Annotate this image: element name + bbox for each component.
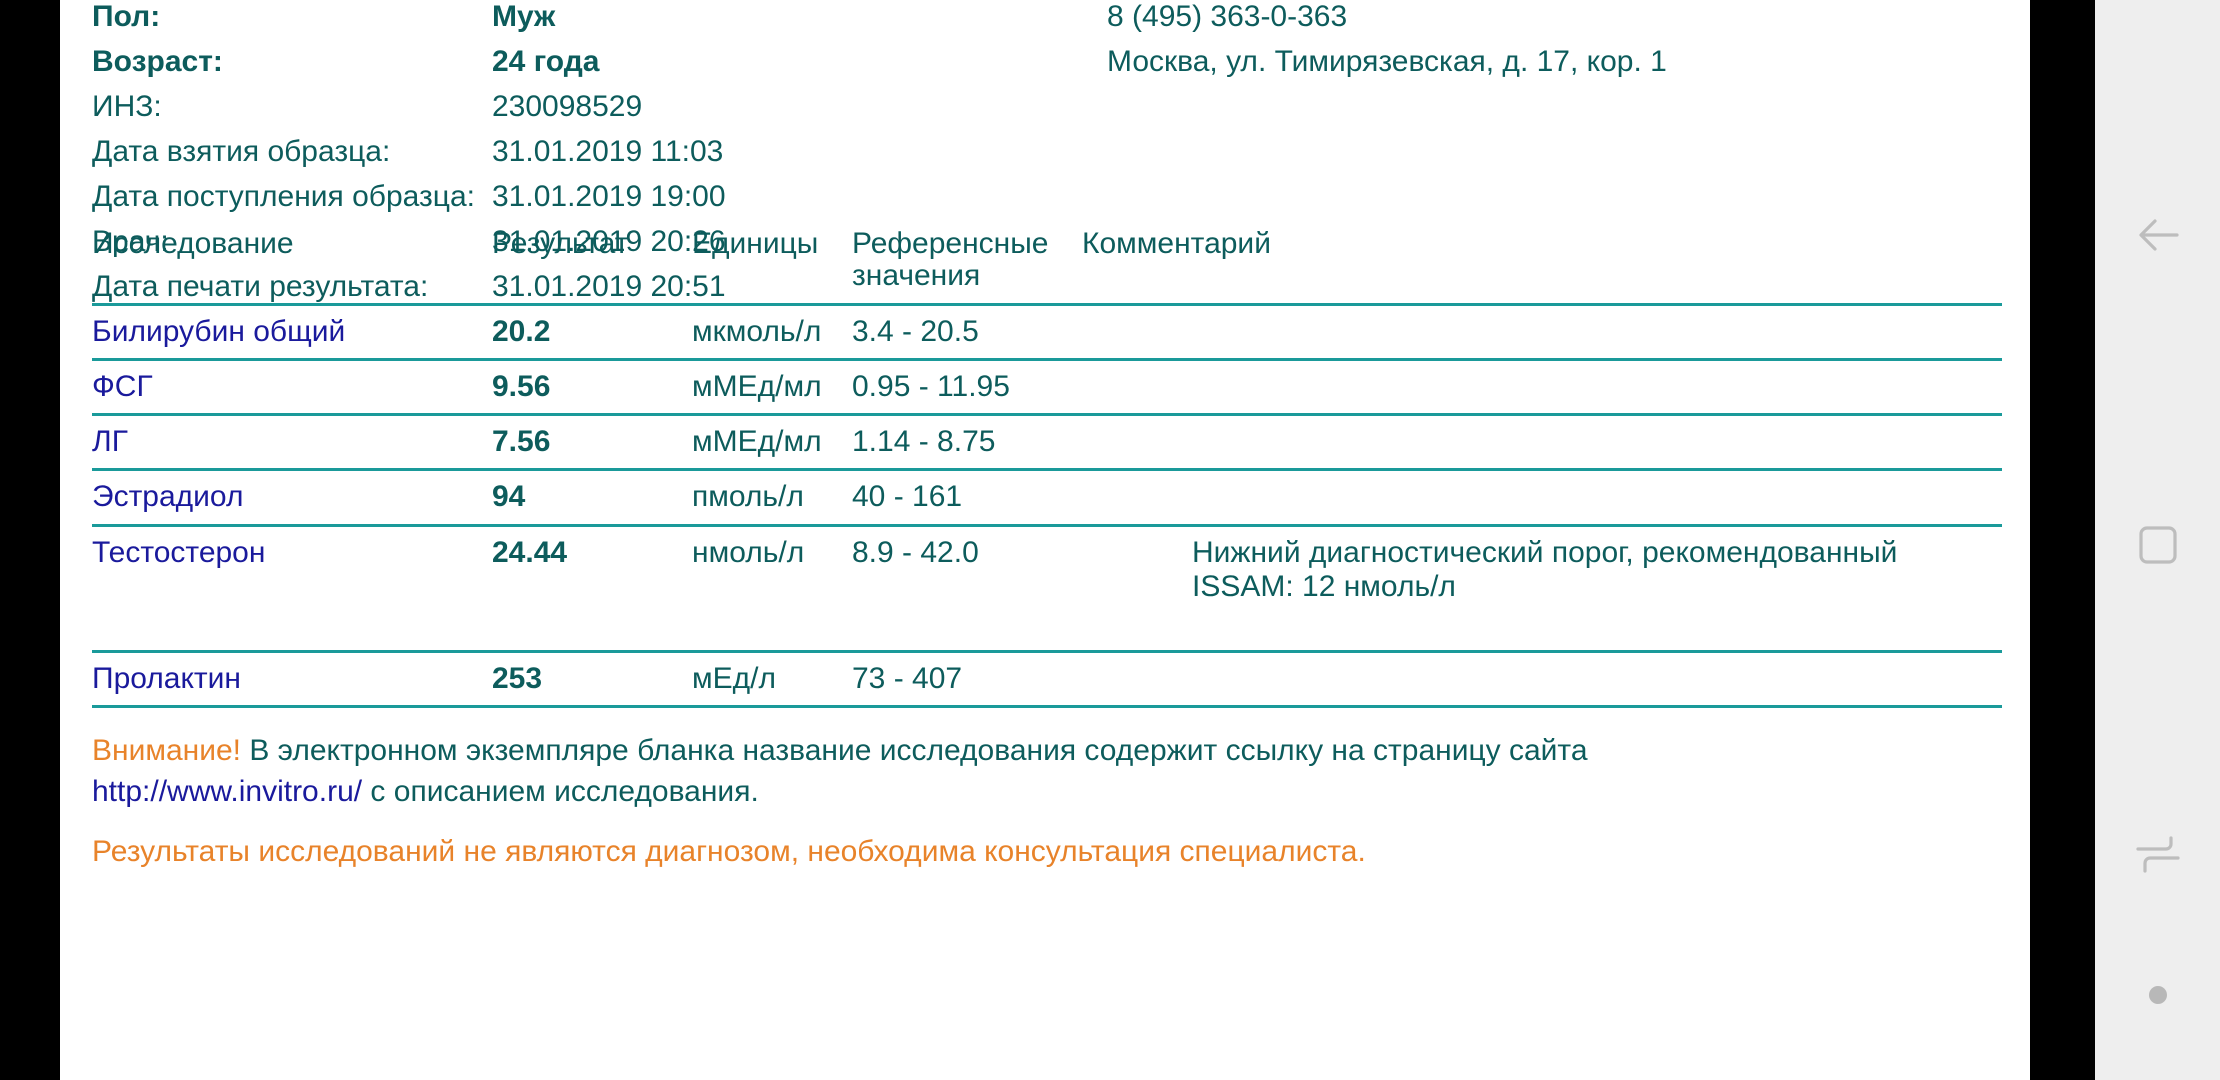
meta-row-inz: ИНЗ: 230098529 — [92, 90, 912, 135]
table-row: ФСГ 9.56 мМЕд/мл 0.95 - 11.95 — [92, 359, 2002, 417]
row-study-name[interactable]: Пролактин — [92, 651, 492, 709]
row-reference: 1.14 - 8.75 — [852, 414, 1082, 472]
row-reference: 40 - 161 — [852, 469, 1082, 527]
meta-row-print-date: Дата печати результата: 31.01.2019 20:51 — [92, 270, 912, 315]
indicator-dot-icon — [2148, 986, 2167, 1004]
meta-label-doctor: Врач: — [92, 225, 169, 258]
meta-row-age: Возраст: 24 года — [92, 45, 912, 90]
meta-row-sample-received: Дата поступления образца: 31.01.2019 19:… — [92, 180, 912, 225]
disclaimer-notice: Результаты исследований не являются диаг… — [92, 834, 1366, 868]
meta-value-inz: 230098529 — [492, 90, 643, 123]
row-units: нмоль/л — [692, 525, 852, 653]
row-result: 9.56 — [492, 359, 692, 417]
table-row: Пролактин 253 мЕд/л 73 - 407 — [92, 651, 2002, 709]
lab-contact-block: 8 (495) 363-0-363 Москва, ул. Тимирязевс… — [1107, 0, 1987, 90]
table-row: ЛГ 7.56 мМЕд/мл 1.14 - 8.75 — [92, 414, 2002, 472]
col-header-reference: Референсные значения — [852, 227, 1082, 306]
nav-home-button[interactable] — [2095, 500, 2220, 590]
meta-label-sex: Пол: — [92, 0, 161, 33]
contact-phone: 8 (495) 363-0-363 — [1107, 0, 1348, 33]
row-reference: 8.9 - 42.0 — [852, 525, 1082, 653]
meta-value-doctor: 31.01.2019 20:26 — [492, 225, 726, 258]
col-header-units: Единицы — [692, 227, 852, 306]
attention-label: Внимание! — [92, 734, 241, 768]
nav-recents-button[interactable] — [2095, 810, 2220, 900]
contact-address: Москва, ул. Тимирязевская, д. 17, кор. 1 — [1107, 45, 1667, 78]
right-letterbox-bar — [2030, 0, 2095, 1080]
row-comment — [1082, 359, 2002, 417]
meta-value-sample-taken: 31.01.2019 11:03 — [492, 135, 724, 168]
attention-text-part2: с описанием исследования. — [362, 775, 759, 809]
row-study-name[interactable]: ЛГ — [92, 414, 492, 472]
meta-row-sex: Пол: Муж — [92, 0, 912, 45]
meta-value-sample-received: 31.01.2019 19:00 — [492, 180, 726, 213]
meta-label-age: Возраст: — [92, 45, 223, 78]
meta-value-print-date: 31.01.2019 20:51 — [492, 270, 726, 303]
row-result: 7.56 — [492, 414, 692, 472]
row-comment — [1082, 304, 2002, 361]
meta-row-doctor: Врач: 31.01.2019 20:26 — [92, 225, 912, 270]
table-row: Эстрадиол 94 пмоль/л 40 - 161 — [92, 469, 2002, 527]
nav-back-button[interactable] — [2095, 190, 2220, 280]
meta-value-age: 24 года — [492, 45, 600, 78]
results-table-body: Билирубин общий 20.2 мкмоль/л 3.4 - 20.5… — [92, 304, 2002, 709]
table-row: Билирубин общий 20.2 мкмоль/л 3.4 - 20.5 — [92, 304, 2002, 361]
lab-report-document: Пол: Муж Возраст: 24 года ИНЗ: 230098529… — [92, 0, 2002, 869]
row-units: мМЕд/мл — [692, 359, 852, 417]
report-header: Пол: Муж Возраст: 24 года ИНЗ: 230098529… — [92, 0, 2002, 303]
row-result: 24.44 — [492, 525, 692, 653]
home-square-icon — [2134, 521, 2182, 569]
nav-indicator-dot[interactable] — [2095, 960, 2220, 1030]
patient-meta-list: Пол: Муж Возраст: 24 года ИНЗ: 230098529… — [92, 0, 912, 315]
results-table: Исследование Результат Единицы Референсн… — [92, 227, 2002, 709]
col-header-study: Исследование — [92, 227, 492, 306]
meta-row-sample-taken: Дата взятия образца: 31.01.2019 11:03 — [92, 135, 912, 180]
row-comment — [1082, 414, 2002, 472]
row-result: 253 — [492, 651, 692, 709]
row-units: пмоль/л — [692, 469, 852, 527]
row-study-name[interactable]: Эстрадиол — [92, 469, 492, 527]
row-comment: Нижний диагностический порог, рекомендов… — [1082, 525, 2002, 653]
meta-label-inz: ИНЗ: — [92, 90, 162, 123]
meta-label-print-date: Дата печати результата: — [92, 270, 429, 303]
row-study-name[interactable]: Тестостерон — [92, 525, 492, 653]
meta-label-sample-received: Дата поступления образца: — [92, 180, 475, 213]
results-table-head: Исследование Результат Единицы Референсн… — [92, 227, 2002, 306]
meta-value-sex: Муж — [492, 0, 556, 33]
row-comment — [1082, 469, 2002, 527]
back-arrow-icon — [2132, 209, 2184, 261]
attention-notice: Внимание! В электронном экземпляре бланк… — [92, 730, 1812, 813]
row-reference: 73 - 407 — [852, 651, 1082, 709]
col-header-result: Результат — [492, 227, 692, 306]
android-nav-rail — [2095, 0, 2220, 1080]
row-comment — [1082, 651, 2002, 709]
col-header-comment: Комментарий — [1082, 227, 2002, 306]
results-header-row: Исследование Результат Единицы Референсн… — [92, 227, 2002, 306]
row-units: мМЕд/мл — [692, 414, 852, 472]
row-result: 94 — [492, 469, 692, 527]
document-viewport[interactable]: Пол: Муж Возраст: 24 года ИНЗ: 230098529… — [60, 0, 2030, 1080]
row-study-name[interactable]: ФСГ — [92, 359, 492, 417]
left-letterbox-bar — [0, 0, 60, 1080]
row-units: мЕд/л — [692, 651, 852, 709]
notices-block: Внимание! В электронном экземпляре бланк… — [92, 708, 2002, 869]
table-row: Тестостерон 24.44 нмоль/л 8.9 - 42.0 Ниж… — [92, 525, 2002, 653]
row-reference: 0.95 - 11.95 — [852, 359, 1082, 417]
row-study-name[interactable]: Билирубин общий — [92, 304, 492, 361]
row-result: 20.2 — [492, 304, 692, 361]
row-units: мкмоль/л — [692, 304, 852, 361]
attention-text-part1: В электронном экземпляре бланка название… — [241, 734, 1588, 768]
recents-icon — [2132, 831, 2184, 879]
invitro-link[interactable]: http://www.invitro.ru/ — [92, 775, 363, 809]
row-reference: 3.4 - 20.5 — [852, 304, 1082, 361]
meta-label-sample-taken: Дата взятия образца: — [92, 135, 391, 168]
